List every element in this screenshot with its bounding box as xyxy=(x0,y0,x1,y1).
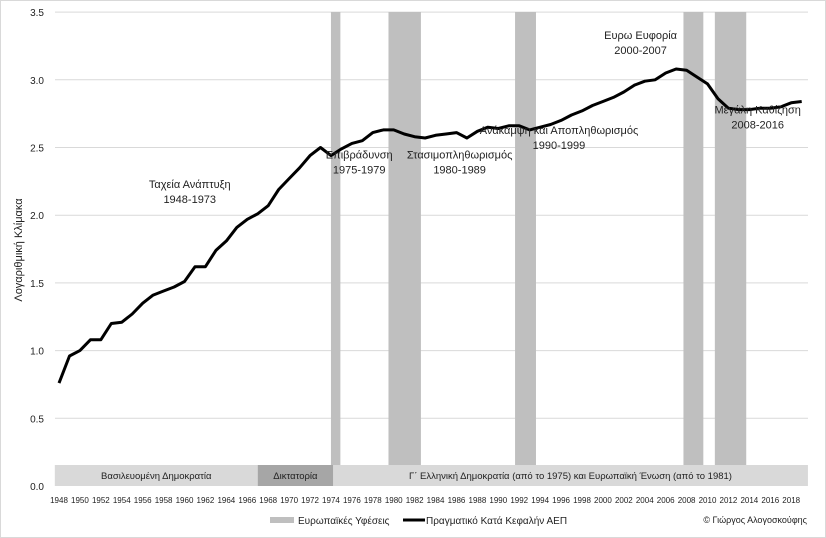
x-tick-label: 1950 xyxy=(71,496,89,505)
x-tick-label: 1948 xyxy=(50,496,68,505)
recession-band xyxy=(683,12,704,486)
x-tick-label: 2006 xyxy=(657,496,675,505)
recession-band xyxy=(330,12,341,486)
y-tick-label: 0.0 xyxy=(30,482,44,493)
period-label: Βασιλευομένη Δημοκρατία xyxy=(101,471,212,482)
y-tick-label: 3.5 xyxy=(30,8,44,19)
y-axis-label: Λογαριθμική Κλίμακα xyxy=(13,198,25,302)
y-tick-label: 1.0 xyxy=(30,347,44,358)
x-tick-label: 1998 xyxy=(573,496,591,505)
x-tick-label: 1994 xyxy=(531,496,549,505)
legend-gdp-label: Πραγματικό Κατά Κεφαλήν ΑΕΠ xyxy=(426,515,567,527)
gdp-line xyxy=(57,67,802,384)
x-tick-label: 1956 xyxy=(134,496,152,505)
x-tick-label: 2012 xyxy=(720,496,738,505)
x-tick-label: 1982 xyxy=(406,496,424,505)
annotation-label: 1975-1979 xyxy=(333,164,386,176)
x-tick-label: 2002 xyxy=(615,496,633,505)
recession-band xyxy=(714,12,747,486)
y-tick-label: 0.5 xyxy=(30,414,44,425)
y-tick-label: 3.0 xyxy=(30,76,44,87)
legend-recession-label: Ευρωπαϊκές Υφέσεις xyxy=(298,515,390,527)
annotation-label: Μεγάλη Καθίζηση xyxy=(715,105,801,117)
x-tick-label: 2000 xyxy=(594,496,612,505)
x-tick-label: 2010 xyxy=(699,496,717,505)
x-tick-label: 2004 xyxy=(636,496,654,505)
x-tick-label: 1966 xyxy=(238,496,256,505)
x-tick-label: 1996 xyxy=(552,496,570,505)
legend: Ευρωπαϊκές Υφέσεις Πραγματικό Κατά Κεφαλ… xyxy=(270,515,567,527)
annotation-label: 2008-2016 xyxy=(731,120,784,132)
x-tick-label: 1962 xyxy=(197,496,215,505)
x-tick-label: 1964 xyxy=(217,496,235,505)
period-bar xyxy=(54,465,258,486)
annotation-label: 1980-1989 xyxy=(433,164,486,176)
annotation-label: Ταχεία Ανάπτυξη xyxy=(149,179,231,191)
y-tick-label: 2.0 xyxy=(30,211,44,222)
x-tick-label: 2018 xyxy=(782,496,800,505)
credit: © Γιώργος Αλογοσκούφης xyxy=(703,515,807,525)
x-tick-label: 2014 xyxy=(740,496,758,505)
x-tick-label: 1978 xyxy=(364,496,382,505)
annotation-label: 2000-2007 xyxy=(614,45,667,57)
period-bar xyxy=(257,465,334,486)
recession-band xyxy=(388,12,421,486)
x-tick-label: 1972 xyxy=(301,496,319,505)
legend-recession-swatch xyxy=(270,517,294,523)
period-label: Γ΄ Ελληνική Δημοκρατία (από το 1975) και… xyxy=(409,471,732,482)
recession-band xyxy=(515,12,536,486)
y-tick-label: 2.5 xyxy=(30,144,44,155)
x-tick-label: 2016 xyxy=(761,496,779,505)
x-tick-label: 1974 xyxy=(322,496,340,505)
period-label: Δικτατορία xyxy=(273,471,318,482)
annotation-label: Ευρω Ευφορία xyxy=(604,30,678,42)
x-tick-label: 1976 xyxy=(343,496,361,505)
x-tick-label: 1992 xyxy=(510,496,528,505)
annotation-label: 1990-1999 xyxy=(533,140,586,152)
x-tick-label: 1988 xyxy=(469,496,487,505)
x-tick-label: 1970 xyxy=(280,496,298,505)
x-tick-label: 1984 xyxy=(427,496,445,505)
y-tick-label: 1.5 xyxy=(30,279,44,290)
x-tick-label: 1960 xyxy=(176,496,194,505)
x-tick-label: 1990 xyxy=(489,496,507,505)
x-tick-label: 1980 xyxy=(385,496,403,505)
x-tick-label: 1952 xyxy=(92,496,110,505)
period-bar xyxy=(333,465,808,486)
x-tick-label: 1958 xyxy=(155,496,173,505)
x-tick-label: 1986 xyxy=(448,496,466,505)
x-tick-label: 1954 xyxy=(113,496,131,505)
annotation-label: 1948-1973 xyxy=(163,194,216,206)
annotation-label: Στασιμοπληθωρισμός xyxy=(407,149,513,161)
x-tick-label: 1968 xyxy=(259,496,277,505)
annotation-label: Επιβράδυνση xyxy=(326,149,393,161)
x-tick-label: 2008 xyxy=(678,496,696,505)
annotation-label: Ανάκαμψη και Αποπληθωρισμός xyxy=(480,125,639,137)
